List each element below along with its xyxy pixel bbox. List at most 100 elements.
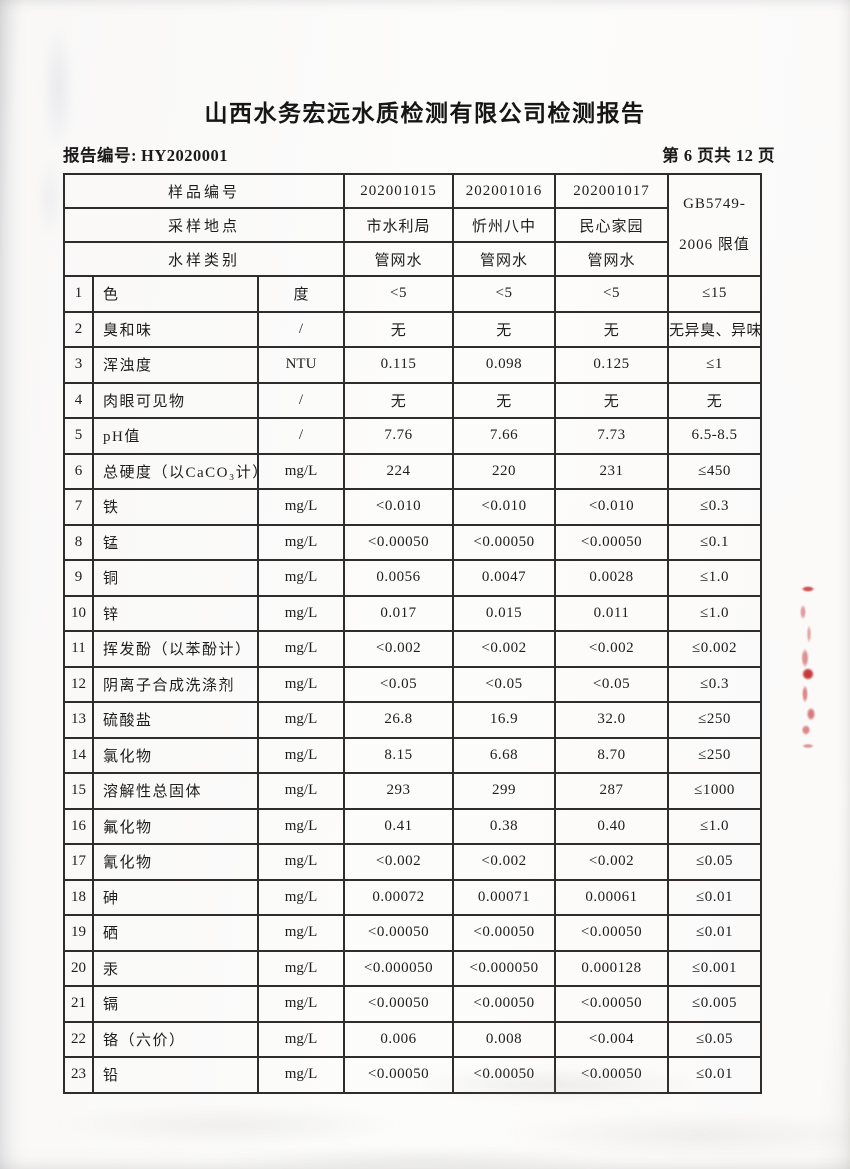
table-row: 5 pH值 / 7.76 7.66 7.73 6.5-8.5 [63, 417, 762, 455]
limit-value: ≤0.05 [667, 843, 762, 881]
table-row: 20 汞 mg/L <0.000050 <0.000050 0.000128 ≤… [63, 949, 762, 987]
sample2-value: <0.002 [452, 843, 556, 881]
parameter-name: 溶解性总固体 [92, 772, 259, 810]
parameter-name: 硫酸盐 [92, 701, 259, 739]
table-row: 10 锌 mg/L 0.017 0.015 0.011 ≤1.0 [63, 594, 762, 632]
row-number: 22 [63, 1020, 94, 1058]
limit-value: ≤250 [667, 736, 762, 774]
report-number-label: 报告编号: [63, 146, 137, 165]
sample3-value: 0.125 [554, 346, 669, 384]
sample2-value: <5 [452, 275, 556, 313]
table-row: 23 铅 mg/L <0.00050 <0.00050 <0.00050 ≤0.… [63, 1056, 762, 1094]
sample3-value: 0.011 [554, 594, 669, 632]
sample1-value: <0.00050 [343, 1056, 454, 1094]
row-number: 10 [63, 594, 94, 632]
row-number: 1 [63, 275, 94, 313]
sample2-value: <0.00050 [452, 985, 556, 1023]
sample3-value: 287 [554, 772, 669, 810]
sampling-site-2: 忻州八中 [452, 207, 556, 243]
sample3-value: 8.70 [554, 736, 669, 774]
sample3-value: 无 [554, 381, 669, 419]
parameter-name: 铜 [92, 559, 259, 597]
sample3-value: 0.000128 [554, 949, 669, 987]
sample3-value: <0.00050 [554, 985, 669, 1023]
row-number: 15 [63, 772, 94, 810]
sample2-value: <0.00050 [452, 523, 556, 561]
limit-value: 6.5-8.5 [667, 417, 762, 455]
sample1-value: <0.002 [343, 843, 454, 881]
page-title: 山西水务宏远水质检测有限公司检测报告 [204, 101, 646, 126]
sample2-value: 无 [452, 381, 556, 419]
sample-type-label: 水样类别 [63, 241, 345, 277]
sample3-value: <0.05 [554, 665, 669, 703]
parameter-name: 阴离子合成洗涤剂 [92, 665, 259, 703]
header-row-sampling-site: 采样地点 市水利局 忻州八中 民心家园 [63, 207, 761, 243]
table-row: 9 铜 mg/L 0.0056 0.0047 0.0028 ≤1.0 [63, 559, 762, 597]
table-row: 3 浑浊度 NTU 0.115 0.098 0.125 ≤1 [63, 346, 762, 384]
parameter-name: 砷 [92, 878, 259, 916]
sample2-value: 0.098 [452, 346, 556, 384]
limit-value: ≤1.0 [667, 559, 762, 597]
row-number: 4 [63, 381, 94, 419]
limit-value: ≤0.01 [667, 914, 762, 952]
sample2-value: 0.00071 [452, 878, 556, 916]
header-row-sample-type: 水样类别 管网水 管网水 管网水 [63, 241, 761, 277]
page-indicator: 第 6 页共 12 页 [662, 146, 775, 165]
sample2-value: 0.0047 [452, 559, 556, 597]
water-quality-results-table: 样品编号 202001015 202001016 202001017 GB574… [63, 173, 762, 1094]
row-number: 12 [63, 665, 94, 703]
parameter-unit: mg/L [257, 488, 345, 526]
sample2-value: <0.002 [452, 630, 556, 668]
table-row: 22 铬（六价） mg/L 0.006 0.008 <0.004 ≤0.05 [63, 1020, 762, 1058]
limit-value: ≤15 [667, 275, 762, 313]
table-row: 8 锰 mg/L <0.00050 <0.00050 <0.00050 ≤0.1 [63, 523, 762, 561]
table-row: 16 氟化物 mg/L 0.41 0.38 0.40 ≤1.0 [63, 807, 762, 845]
row-number: 11 [63, 630, 94, 668]
parameter-unit: mg/L [257, 701, 345, 739]
parameter-name: 铅 [92, 1056, 259, 1094]
limit-value: ≤0.3 [667, 665, 762, 703]
table-row: 15 溶解性总固体 mg/L 293 299 287 ≤1000 [63, 772, 762, 810]
parameter-name: 臭和味 [92, 310, 259, 348]
parameter-name: 总硬度（以CaCO₃计） [92, 452, 259, 490]
sample1-value: 0.115 [343, 346, 454, 384]
table-row: 4 肉眼可见物 / 无 无 无 无 [63, 381, 762, 419]
parameter-unit: / [257, 310, 345, 348]
table-row: 14 氯化物 mg/L 8.15 6.68 8.70 ≤250 [63, 736, 762, 774]
sample3-value: 无 [554, 310, 669, 348]
sample3-value: 7.73 [554, 417, 669, 455]
row-number: 13 [63, 701, 94, 739]
sample1-value: 293 [343, 772, 454, 810]
sample1-value: <0.00050 [343, 523, 454, 561]
sample3-value: <5 [554, 275, 669, 313]
sample3-value: <0.00050 [554, 1056, 669, 1094]
sample3-value: 0.40 [554, 807, 669, 845]
parameter-name: 锌 [92, 594, 259, 632]
limit-value: ≤1000 [667, 772, 762, 810]
sample2-value: <0.000050 [452, 949, 556, 987]
parameter-unit: mg/L [257, 1020, 345, 1058]
header-row-sample-id: 样品编号 202001015 202001016 202001017 GB574… [63, 173, 762, 277]
sample3-value: <0.002 [554, 630, 669, 668]
sampling-site-3: 民心家园 [554, 207, 669, 243]
sample3-value: 32.0 [554, 701, 669, 739]
sampling-site-label: 采样地点 [63, 207, 345, 243]
sample1-value: 7.76 [343, 417, 454, 455]
table-row: 6 总硬度（以CaCO₃计） mg/L 224 220 231 ≤450 [63, 452, 762, 490]
sample1-value: 0.41 [343, 807, 454, 845]
parameter-unit: mg/L [257, 1056, 345, 1094]
sample3-value: <0.004 [554, 1020, 669, 1058]
parameter-name: 氰化物 [92, 843, 259, 881]
sample3-value: <0.010 [554, 488, 669, 526]
row-number: 16 [63, 807, 94, 845]
sample1-value: 0.00072 [343, 878, 454, 916]
limit-column-header: GB5749- 2006 限值 [667, 173, 762, 277]
table-row: 21 镉 mg/L <0.00050 <0.00050 <0.00050 ≤0.… [63, 985, 762, 1023]
table-row: 7 铁 mg/L <0.010 <0.010 <0.010 ≤0.3 [63, 488, 762, 526]
sample3-value: 0.00061 [554, 878, 669, 916]
report-number: 报告编号: HY2020001 [63, 142, 232, 166]
sample-type-3: 管网水 [554, 241, 669, 277]
sample1-value: 0.006 [343, 1020, 454, 1058]
sample-id-1: 202001015 [343, 173, 454, 209]
table-row: 13 硫酸盐 mg/L 26.8 16.9 32.0 ≤250 [63, 701, 762, 739]
